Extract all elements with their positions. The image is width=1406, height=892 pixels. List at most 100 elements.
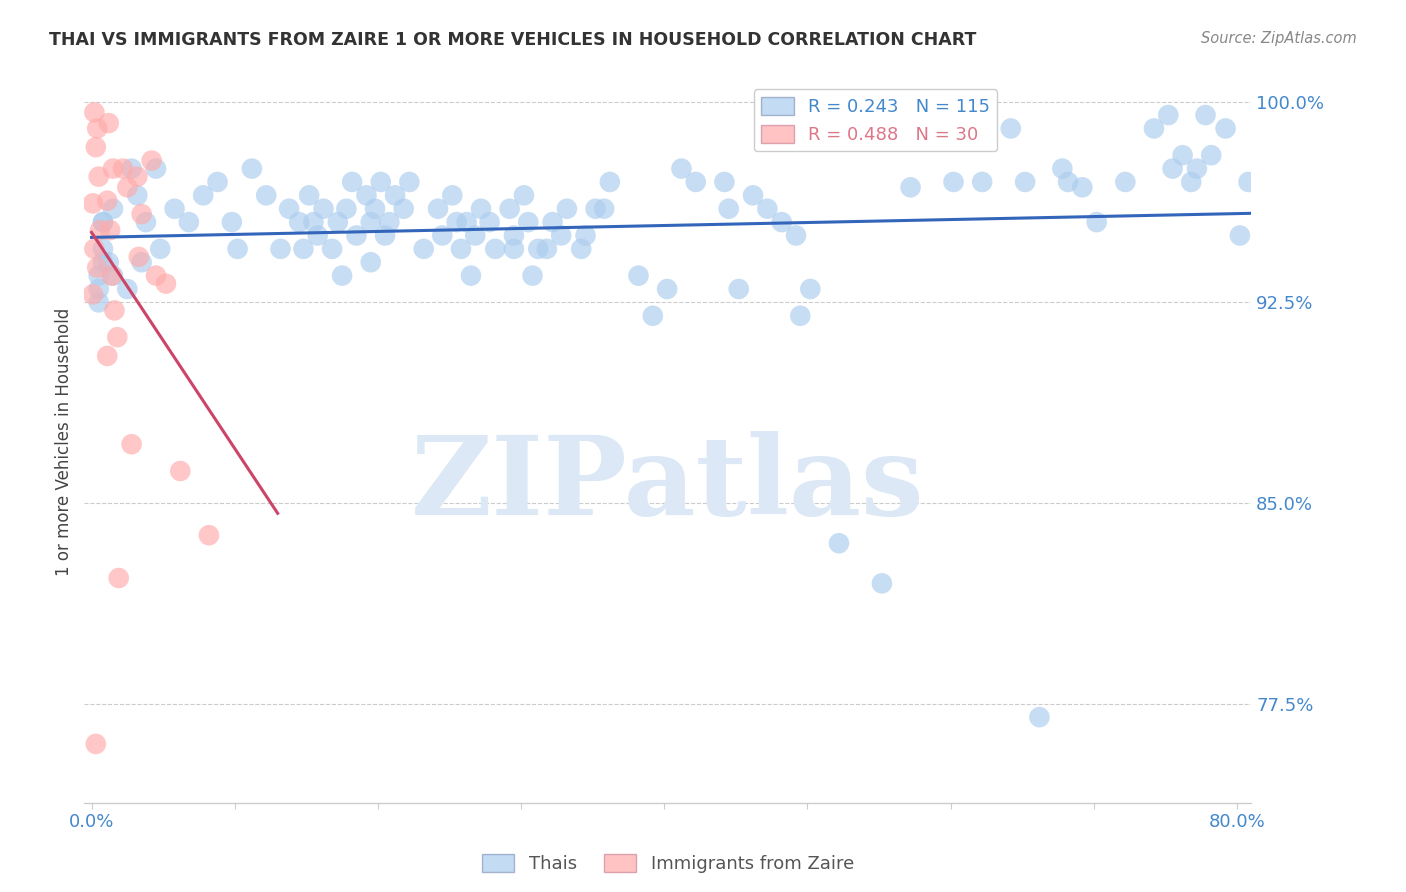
Point [1085, 215, 1108, 229]
Point [356, 188, 378, 202]
Point [627, 268, 650, 283]
Point [370, 175, 392, 189]
Point [460, 268, 482, 283]
Point [484, 242, 506, 256]
Point [1229, 228, 1251, 243]
Point [87, 282, 110, 296]
Point [1161, 161, 1184, 176]
Point [326, 215, 349, 229]
Point [117, 282, 139, 296]
Point [742, 188, 765, 202]
Point [96, 194, 118, 208]
Point [83, 242, 105, 256]
Point [503, 228, 526, 243]
Point [870, 576, 893, 591]
Point [503, 242, 526, 256]
Point [307, 228, 329, 243]
Point [360, 215, 382, 229]
Point [641, 309, 664, 323]
Point [685, 175, 707, 189]
Point [103, 303, 125, 318]
Point [1199, 148, 1222, 162]
Point [117, 180, 139, 194]
Point [98, 223, 121, 237]
Point [470, 202, 492, 216]
Point [121, 437, 143, 451]
Point [828, 536, 851, 550]
Point [127, 169, 149, 184]
Point [1171, 148, 1194, 162]
Point [671, 161, 693, 176]
Point [398, 175, 420, 189]
Point [569, 242, 592, 256]
Point [198, 528, 221, 542]
Point [1071, 180, 1094, 194]
Point [302, 215, 325, 229]
Point [105, 330, 128, 344]
Point [254, 188, 277, 202]
Point [1000, 121, 1022, 136]
Point [344, 228, 367, 243]
Point [141, 153, 163, 168]
Point [599, 175, 621, 189]
Point [240, 161, 263, 176]
Point [655, 282, 678, 296]
Point [1028, 710, 1050, 724]
Point [1237, 175, 1260, 189]
Point [785, 228, 807, 243]
Point [972, 175, 994, 189]
Y-axis label: 1 or more Vehicles in Household: 1 or more Vehicles in Household [55, 308, 73, 575]
Point [942, 175, 965, 189]
Point [1157, 108, 1180, 122]
Text: ZIPatlas: ZIPatlas [411, 432, 925, 539]
Point [713, 175, 735, 189]
Point [145, 161, 167, 176]
Point [100, 268, 122, 283]
Point [378, 215, 401, 229]
Point [799, 282, 821, 296]
Point [101, 268, 124, 283]
Point [82, 287, 104, 301]
Point [1185, 161, 1208, 176]
Point [131, 207, 153, 221]
Point [446, 215, 468, 229]
Point [91, 215, 114, 229]
Point [1014, 175, 1036, 189]
Point [84, 737, 107, 751]
Point [585, 202, 607, 216]
Point [221, 215, 243, 229]
Point [360, 255, 382, 269]
Point [82, 196, 104, 211]
Point [91, 255, 114, 269]
Point [513, 188, 536, 202]
Point [177, 215, 200, 229]
Point [97, 116, 120, 130]
Point [89, 223, 111, 237]
Point [312, 202, 335, 216]
Point [83, 105, 105, 120]
Point [145, 268, 167, 283]
Point [163, 202, 186, 216]
Point [384, 188, 406, 202]
Point [527, 242, 550, 256]
Point [127, 188, 149, 202]
Point [555, 202, 578, 216]
Point [1143, 121, 1166, 136]
Point [541, 215, 564, 229]
Point [87, 169, 110, 184]
Point [155, 277, 177, 291]
Point [789, 309, 811, 323]
Text: THAI VS IMMIGRANTS FROM ZAIRE 1 OR MORE VEHICLES IN HOUSEHOLD CORRELATION CHART: THAI VS IMMIGRANTS FROM ZAIRE 1 OR MORE … [49, 31, 977, 49]
Point [441, 188, 464, 202]
Point [412, 242, 434, 256]
Point [427, 202, 450, 216]
Point [478, 215, 501, 229]
Point [91, 215, 114, 229]
Point [87, 295, 110, 310]
Point [464, 228, 486, 243]
Point [270, 242, 292, 256]
Point [1194, 108, 1216, 122]
Point [330, 268, 353, 283]
Point [727, 282, 749, 296]
Point [593, 202, 616, 216]
